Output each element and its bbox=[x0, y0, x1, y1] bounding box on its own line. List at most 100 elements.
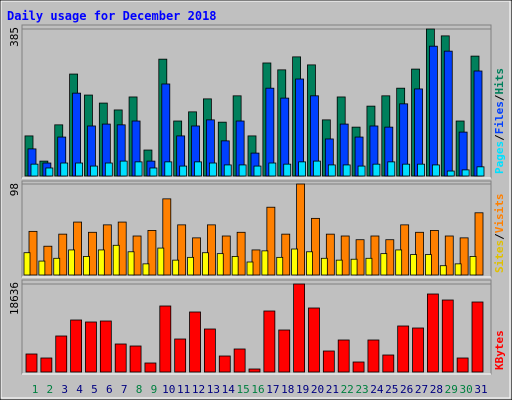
bar bbox=[97, 249, 105, 276]
bar bbox=[402, 163, 411, 177]
bar bbox=[471, 301, 484, 373]
bar bbox=[147, 230, 157, 276]
bar bbox=[55, 335, 68, 373]
legend-entry: Pages bbox=[493, 141, 506, 174]
x-tick-label: 24 bbox=[370, 383, 384, 396]
bar bbox=[476, 166, 485, 177]
bar bbox=[322, 350, 335, 373]
bar bbox=[337, 339, 350, 373]
bar bbox=[293, 283, 306, 373]
bar bbox=[473, 70, 483, 177]
bar bbox=[223, 164, 232, 177]
x-tick-label: 27 bbox=[415, 383, 428, 396]
legend-separator: / bbox=[493, 94, 506, 101]
bar bbox=[127, 251, 135, 276]
bar bbox=[172, 259, 180, 276]
bar bbox=[114, 343, 127, 373]
bar bbox=[380, 253, 388, 276]
bar bbox=[439, 265, 447, 276]
bar bbox=[162, 198, 172, 276]
bar bbox=[40, 357, 53, 373]
bar bbox=[112, 244, 120, 276]
bar bbox=[90, 165, 98, 177]
bar bbox=[25, 353, 38, 373]
bar bbox=[441, 299, 454, 373]
bar bbox=[372, 163, 381, 177]
bar bbox=[68, 249, 75, 276]
bar bbox=[144, 362, 157, 373]
bar bbox=[276, 256, 284, 276]
bar bbox=[281, 233, 291, 276]
bar bbox=[216, 253, 224, 276]
x-tick-label: 3 bbox=[61, 383, 68, 396]
bar bbox=[88, 231, 97, 276]
x-tick-label: 5 bbox=[91, 383, 98, 396]
bar bbox=[85, 321, 97, 373]
bar bbox=[53, 257, 61, 276]
bar bbox=[352, 361, 365, 373]
bar bbox=[157, 247, 165, 276]
bar bbox=[58, 233, 68, 276]
bar bbox=[194, 161, 202, 177]
bar bbox=[238, 164, 247, 177]
bar bbox=[474, 212, 484, 276]
legend-separator: / bbox=[493, 233, 506, 240]
bar bbox=[159, 305, 172, 373]
legend: Sites/Visits bbox=[493, 194, 506, 274]
bar bbox=[395, 249, 403, 276]
bar bbox=[75, 162, 83, 177]
x-tick-label: 13 bbox=[207, 383, 220, 396]
legend-entry: Visits bbox=[493, 194, 506, 234]
bar bbox=[149, 167, 158, 177]
x-tick-label: 14 bbox=[222, 383, 236, 396]
legend-entry: Hits bbox=[493, 68, 506, 95]
x-tick-label: 17 bbox=[266, 383, 279, 396]
x-tick-label: 6 bbox=[106, 383, 113, 396]
x-tick-label: 22 bbox=[341, 383, 354, 396]
bar bbox=[335, 259, 343, 276]
bar bbox=[370, 235, 380, 276]
legend-entry: Sites bbox=[493, 240, 506, 273]
bar bbox=[428, 45, 438, 177]
bar bbox=[382, 354, 395, 373]
x-tick-label: 16 bbox=[251, 383, 264, 396]
bar bbox=[70, 319, 82, 373]
x-tick-label: 9 bbox=[151, 383, 158, 396]
x-tick-label: 21 bbox=[326, 383, 339, 396]
bar bbox=[429, 230, 439, 276]
bar bbox=[268, 162, 277, 177]
bar bbox=[424, 254, 432, 276]
bar bbox=[446, 170, 455, 177]
bar bbox=[266, 206, 276, 276]
bar bbox=[189, 311, 201, 373]
bar bbox=[342, 164, 351, 177]
bar bbox=[99, 320, 112, 373]
bar bbox=[43, 245, 53, 276]
bar bbox=[426, 293, 439, 373]
x-tick-label: 19 bbox=[296, 383, 309, 396]
y-tick-label: 18636 bbox=[8, 282, 21, 315]
x-tick-label: 23 bbox=[355, 383, 368, 396]
bar bbox=[233, 348, 246, 373]
bar bbox=[454, 263, 462, 276]
bar bbox=[261, 250, 269, 276]
bar bbox=[355, 239, 365, 276]
legend-entry: Files bbox=[493, 101, 506, 134]
bar bbox=[278, 329, 291, 373]
x-tick-label: 12 bbox=[192, 383, 205, 396]
bar bbox=[38, 260, 46, 276]
bar bbox=[119, 160, 128, 177]
bar bbox=[298, 161, 307, 177]
x-tick-label: 4 bbox=[76, 383, 83, 396]
y-tick-label: 98 bbox=[8, 183, 21, 196]
bar bbox=[308, 307, 320, 373]
x-tick-label: 1 bbox=[32, 383, 39, 396]
bar bbox=[296, 183, 306, 276]
bar bbox=[458, 131, 468, 177]
bar bbox=[456, 357, 469, 373]
bar bbox=[350, 258, 358, 276]
bar bbox=[295, 78, 305, 177]
legend: KBytes bbox=[493, 330, 506, 370]
bar bbox=[414, 88, 423, 177]
